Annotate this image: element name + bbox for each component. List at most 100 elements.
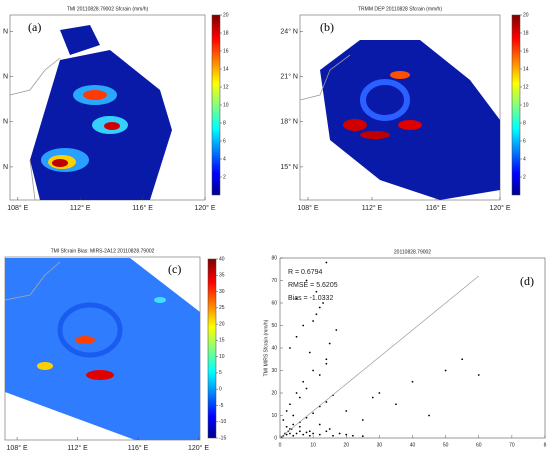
point (395, 403, 397, 406)
x-tick-label: 116° E (132, 204, 153, 212)
point (308, 351, 311, 354)
panel-label: (a) (28, 20, 41, 34)
point (285, 433, 288, 436)
point (302, 433, 305, 436)
x-tick-label: 0 (279, 442, 282, 448)
point (289, 347, 291, 349)
point (285, 425, 288, 428)
point (285, 410, 288, 412)
point (315, 313, 318, 316)
point (289, 432, 291, 435)
y-axis-label: TMI MIRS Sfcrain (mm/h) (263, 319, 269, 376)
point (325, 362, 328, 365)
point (325, 261, 328, 264)
point (378, 392, 381, 394)
map-imagery (4, 256, 201, 441)
point (325, 401, 328, 403)
colorbar (207, 258, 217, 439)
point (332, 434, 334, 437)
point (298, 425, 301, 428)
x-tick-label: 120° E (489, 204, 510, 212)
colorbar-tick-label: 25 (219, 305, 225, 311)
colorbar-tick-label: 4 (223, 156, 226, 162)
point (371, 396, 374, 399)
point (289, 403, 291, 406)
x-tick-label: 40 (410, 442, 416, 448)
colorbar (511, 14, 521, 196)
annotation: R = 0.6794 (288, 269, 323, 276)
point (345, 410, 348, 412)
x-tick-label: 116° E (426, 204, 447, 212)
point (305, 279, 308, 282)
y-tick-label: 21° N (280, 73, 298, 81)
point (292, 434, 295, 437)
colorbar-tick-label: 20 (219, 321, 225, 327)
colorbar-tick-label: 16 (523, 48, 529, 54)
point (328, 342, 331, 345)
x-tick-label: 108° E (7, 444, 28, 452)
point (318, 306, 321, 309)
colorbar-tick-label: 14 (223, 66, 229, 72)
point (312, 432, 315, 435)
panel-label: (c) (168, 262, 181, 276)
point (325, 430, 328, 433)
colorbar-tick-label: 35 (219, 273, 225, 279)
y-tick-label: 15° N (280, 163, 298, 171)
y-tick-label: N (3, 119, 8, 126)
colorbar-tick-label: -15 (219, 435, 226, 441)
colorbar-tick-label: 2 (523, 174, 526, 180)
point (428, 414, 430, 417)
colorbar-tick-label: -10 (219, 419, 226, 425)
y-tick-label: 18° N (280, 118, 298, 126)
point (328, 428, 331, 430)
map-imagery (299, 14, 501, 201)
fit-line (279, 275, 479, 439)
point (298, 430, 301, 433)
point (305, 431, 308, 434)
point (305, 387, 308, 390)
y-tick-label: N (3, 74, 8, 81)
y-tick-label: N (3, 164, 8, 171)
colorbar-tick-label: 14 (523, 66, 529, 72)
colorbar-tick-label: 0 (219, 387, 222, 393)
point (308, 430, 311, 433)
point (335, 329, 338, 331)
plot-area (279, 257, 546, 439)
point (461, 358, 464, 361)
point (325, 358, 328, 361)
panel-label: (d) (520, 274, 534, 288)
colorbar-tick-label: 40 (219, 256, 225, 262)
colorbar-tick-label: 6 (223, 138, 226, 144)
point (312, 369, 315, 372)
point (411, 380, 414, 383)
point (318, 423, 321, 426)
plots: TMI 20110828.79002 Sfcrain (mm/h) 108° E 1… (3, 6, 547, 452)
colorbar-tick-label: 10 (219, 354, 225, 360)
point (295, 335, 298, 338)
colorbar-tick-label: 30 (219, 289, 225, 295)
x-tick-label: 50 (443, 442, 449, 448)
y-tick-label: 60 (271, 300, 277, 306)
panel-label: (b) (320, 20, 334, 34)
colorbar-tick-label: 5 (219, 370, 222, 376)
point (295, 297, 298, 300)
colorbar-tick-label: 12 (523, 84, 529, 90)
y-tick-label: 50 (271, 323, 277, 329)
colorbar-tick-label: 10 (523, 102, 529, 108)
annotation: Bias = -1.0332 (288, 295, 333, 302)
point (338, 432, 341, 435)
point (322, 302, 324, 304)
point (282, 419, 285, 421)
point (318, 374, 321, 376)
colorbar-tick-label: 18 (523, 30, 529, 36)
title: TMI 20110828.79002 Sfcrain (mm/h) (67, 6, 149, 12)
map-imagery (9, 14, 206, 201)
annotation: RMSE = 5.6205 (288, 282, 338, 289)
point (298, 396, 301, 399)
colorbar-tick-label: 20 (523, 12, 529, 18)
y-tick-label: N (3, 28, 8, 35)
colorbar-tick-label: 4 (523, 156, 526, 162)
x-tick-label: 108° E (297, 204, 318, 212)
x-tick-label: 70 (509, 442, 515, 448)
point (292, 414, 295, 417)
